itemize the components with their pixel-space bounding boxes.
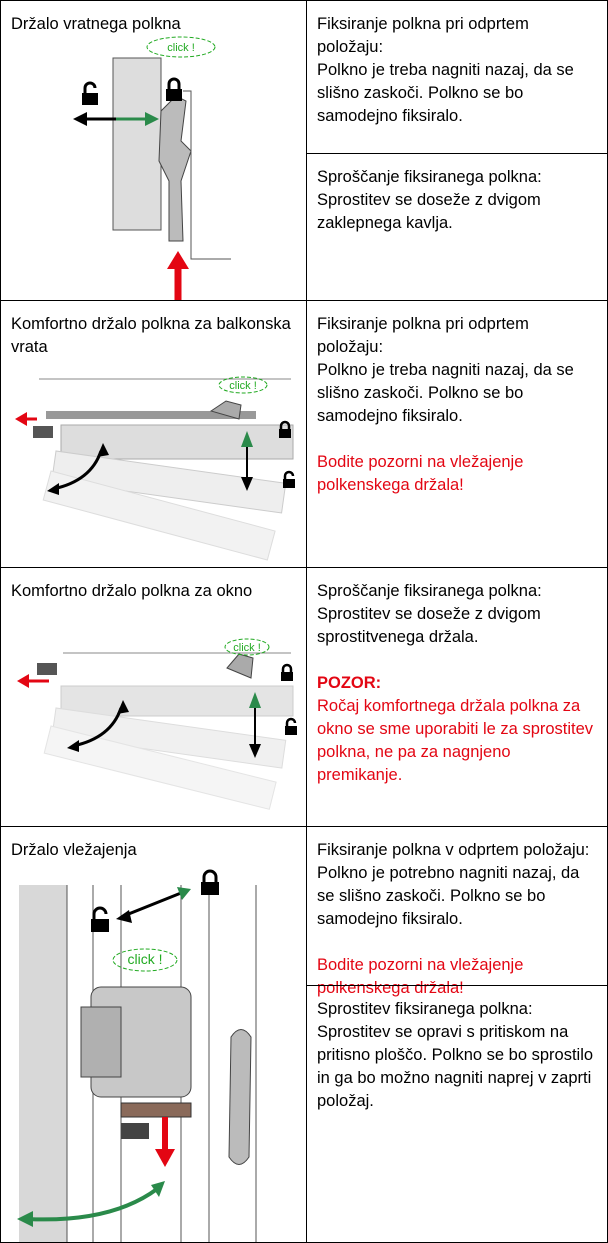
right-cell: Fiksiranje polkna v odprtem položaju: Po… [306, 826, 608, 997]
right-cell: Sprostitev fiksiranega polkna: Sprostite… [306, 985, 608, 1243]
right-cell: Fiksiranje polkna pri odprtem položaju: … [306, 300, 608, 568]
cell-note: Bodite pozorni na vležajenje polkenskega… [317, 956, 524, 997]
click-label: click ! [229, 380, 257, 392]
cell-warning: POZOR: [317, 674, 382, 692]
click-label: click ! [233, 642, 261, 654]
cell-heading: Sproščanje fiksiranega polkna: [317, 168, 542, 186]
row-title: Držalo vležajenja [11, 841, 137, 859]
row-title: Komfortno držalo polkna za okno [11, 582, 253, 600]
left-cell: Komfortno držalo polkna za balkonska vra… [0, 300, 307, 568]
cell-heading: Fiksiranje polkna pri odprtem položaju: [317, 15, 529, 56]
cell-heading: Fiksiranje polkna v odprtem položaju: [317, 841, 590, 859]
illustration: click ! [15, 376, 295, 561]
cell-body: Polkno je treba nagniti nazaj, da se sli… [317, 361, 574, 425]
right-cell: Fiksiranje polkna pri odprtem položaju: … [306, 0, 608, 154]
right-cell: Sproščanje fiksiranega polkna: Sprostite… [306, 567, 608, 827]
cell-body: Polkno je potrebno nagniti nazaj, da se … [317, 864, 580, 928]
cell-body: Sprostitev se opravi s pritiskom na prit… [317, 1023, 594, 1110]
left-cell: Komfortno držalo polkna za okno click ! [0, 567, 307, 827]
right-cell: Sproščanje fiksiranega polkna: Sprostite… [306, 153, 608, 301]
illustration: click ! [17, 638, 297, 810]
cell-heading: Sprostitev fiksiranega polkna: [317, 1000, 533, 1018]
click-label: click ! [128, 951, 163, 967]
cell-body: Sprostitev se doseže z dvigom sprostitve… [317, 605, 541, 646]
row-title: Komfortno držalo polkna za balkonska vra… [11, 315, 291, 356]
cell-heading: Sproščanje fiksiranega polkna: [317, 582, 542, 600]
cell-note: Bodite pozorni na vležajenje polkenskega… [317, 453, 524, 494]
row-title: Držalo vratnega polkna [11, 15, 181, 33]
left-cell: Držalo vležajenja click ! [0, 826, 307, 1243]
illustration: click ! [17, 869, 257, 1242]
illustration: click ! [73, 36, 231, 301]
cell-note: Ročaj komfortnega držala polkna za okno … [317, 697, 594, 784]
click-label: click ! [167, 42, 195, 54]
cell-body: Polkno je treba nagniti nazaj, da se sli… [317, 61, 574, 125]
cell-body: Sprostitev se doseže z dvigom zaklepnega… [317, 191, 541, 232]
left-cell: Držalo vratnega polkna click ! [0, 0, 307, 301]
cell-heading: Fiksiranje polkna pri odprtem položaju: [317, 315, 529, 356]
